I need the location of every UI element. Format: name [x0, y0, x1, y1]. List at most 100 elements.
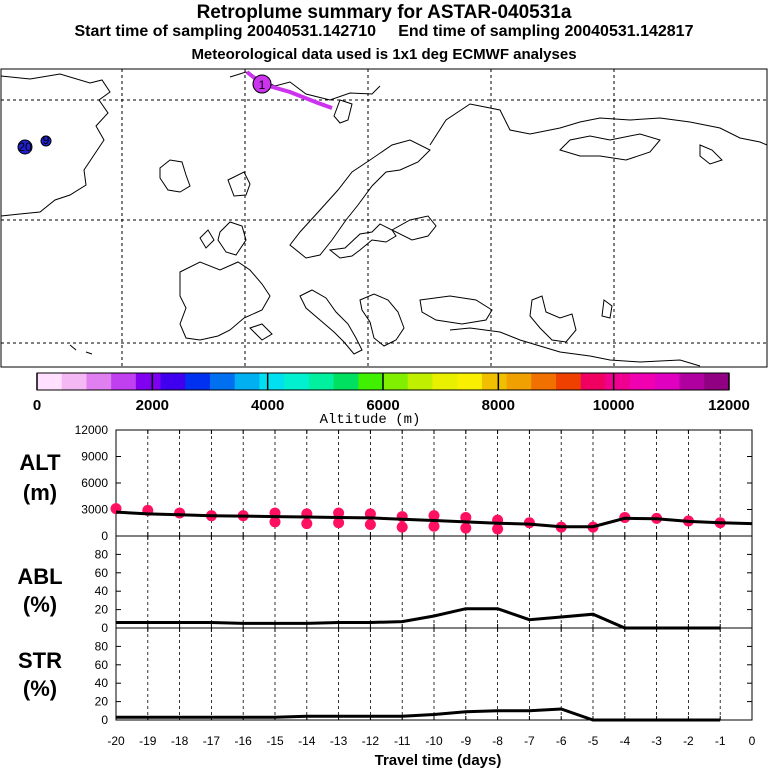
time-series-panels: 030006000900012000ALT(m)020406080ABL(%)0… — [17, 423, 755, 748]
colorbar-tick-label: 12000 — [708, 397, 750, 414]
x-tick-label: -19 — [139, 734, 157, 748]
data-point — [174, 507, 186, 519]
colorbar-swatch — [358, 373, 384, 390]
x-tick-label: -14 — [298, 734, 316, 748]
series-line — [115, 510, 753, 529]
colorbar-swatch — [679, 373, 705, 390]
colorbar-swatch — [383, 373, 409, 390]
data-point — [460, 511, 472, 523]
plume-cluster-marker — [40, 135, 52, 147]
data-point — [428, 520, 440, 532]
colorbar-swatch — [407, 373, 433, 390]
y-tick-label: 80 — [95, 639, 109, 653]
altitude-colorbar: 0 2000 4000 6000 8000 10000 12000 — [33, 372, 750, 414]
series-line — [116, 607, 721, 630]
x-tick-label: -1 — [715, 734, 726, 748]
x-tick-label: -9 — [460, 734, 471, 748]
x-axis-label: Travel time (days) — [375, 752, 502, 768]
colorbar-swatch — [61, 373, 87, 390]
x-tick-label: -6 — [556, 734, 567, 748]
colorbar-swatch — [234, 373, 260, 390]
data-point — [492, 523, 504, 535]
data-point — [428, 510, 440, 522]
y-tick-label: 20 — [95, 695, 109, 709]
colorbar-tick-label: 4000 — [251, 397, 284, 414]
y-tick-label: 60 — [95, 566, 109, 580]
x-tick-label: -4 — [619, 734, 630, 748]
x-tick-label: -8 — [492, 734, 503, 748]
x-tick-label: -3 — [651, 734, 662, 748]
colorbar-swatch — [481, 373, 508, 390]
colorbar-swatch — [506, 373, 532, 390]
plume-cluster-label: 1 — [259, 78, 266, 92]
x-tick-label: -12 — [362, 734, 380, 748]
colorbar-swatch — [531, 373, 557, 390]
y-tick-label: 3000 — [81, 503, 108, 517]
map-gridlines — [1, 69, 767, 367]
panel-label: ALT — [19, 450, 61, 475]
plume-cluster-label: 9 — [43, 133, 50, 147]
coastlines — [0, 71, 768, 367]
x-tick-label: -7 — [524, 734, 535, 748]
x-tick-label: -10 — [425, 734, 443, 748]
y-tick-label: 0 — [101, 529, 108, 543]
panel-unit: (m) — [23, 480, 57, 505]
colorbar-swatch — [259, 373, 285, 390]
colorbar-swatch — [308, 373, 335, 390]
x-tick-label: -11 — [394, 734, 411, 748]
panel-label: STR — [18, 648, 62, 673]
panel-str: 0 20 40 60 80 STR (%) — [18, 627, 753, 727]
panel-alt: 0 3000 6000 9000 12000 ALT (m) — [19, 423, 753, 543]
x-tick-label: -5 — [588, 734, 599, 748]
panel-unit: (%) — [23, 592, 57, 617]
colorbar-label: Altitude (m) — [320, 412, 421, 428]
colorbar-tick-label: 8000 — [482, 397, 515, 414]
series-line — [116, 707, 721, 722]
map-frame — [0, 68, 768, 368]
colorbar-tick-label: 2000 — [136, 397, 169, 414]
colorbar-swatch — [284, 373, 310, 390]
colorbar-swatch — [210, 373, 236, 390]
x-tick-label: -16 — [235, 734, 253, 748]
panel-unit: (%) — [23, 676, 57, 701]
colorbar-swatch — [457, 373, 483, 390]
colorbar-swatch — [333, 373, 359, 390]
y-tick-label: 12000 — [75, 423, 109, 437]
colorbar-swatch — [556, 373, 582, 390]
x-tick-label: -15 — [266, 734, 284, 748]
colorbar-swatch — [160, 373, 186, 390]
x-tick-label: -13 — [330, 734, 348, 748]
plume-cluster-label: 20 — [18, 140, 32, 154]
x-tick-label: -2 — [683, 734, 694, 748]
chart-title: Retroplume summary for ASTAR-040531a — [196, 2, 572, 23]
sampling-times: Start time of sampling 20040531.142710 E… — [74, 23, 694, 40]
data-point — [333, 517, 345, 529]
y-tick-label: 80 — [95, 547, 109, 561]
panel-label: ABL — [17, 564, 62, 589]
data-point — [364, 519, 376, 531]
y-tick-label: 60 — [95, 658, 109, 672]
y-tick-label: 40 — [95, 676, 109, 690]
data-point — [460, 522, 472, 534]
x-tick-label: 0 — [749, 734, 756, 748]
colorbar-swatch — [135, 373, 162, 390]
map-panel: 1 20 9 — [0, 68, 768, 368]
colorbar-swatch — [704, 373, 730, 390]
y-tick-label: 0 — [101, 621, 108, 635]
colorbar-swatch — [86, 373, 112, 390]
data-point — [301, 518, 313, 530]
colorbar-tick-label: 0 — [33, 397, 41, 414]
panel-abl: 0 20 40 60 80 ABL (%) — [17, 535, 753, 635]
plume-cluster-marker — [252, 74, 272, 94]
colorbar-tick-label: 10000 — [593, 397, 635, 414]
colorbar-swatch — [580, 373, 606, 390]
colorbar-swatch — [432, 373, 458, 390]
x-tick-label: -20 — [107, 734, 125, 748]
data-point — [396, 521, 408, 533]
colorbar-swatch — [630, 373, 656, 390]
y-tick-label: 6000 — [81, 476, 108, 490]
colorbar-swatch — [605, 373, 631, 390]
data-point — [333, 507, 345, 519]
plume-cluster-marker — [17, 139, 33, 155]
colorbar-swatch — [654, 373, 681, 390]
